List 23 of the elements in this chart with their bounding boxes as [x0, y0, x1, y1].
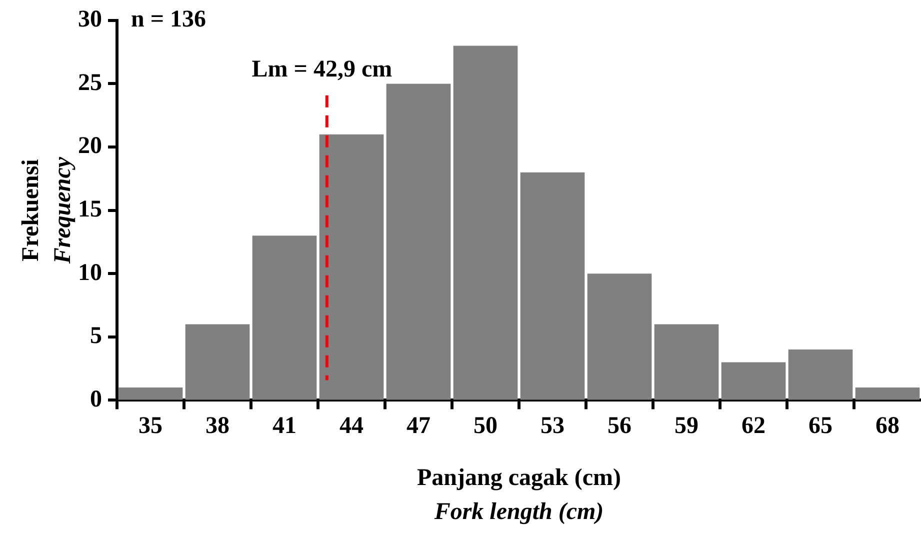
x-tick-label: 50: [474, 412, 498, 439]
y-tick-label: 0: [90, 386, 102, 412]
x-tick-label: 38: [206, 412, 230, 439]
x-axis-title: Panjang cagak (cm) Fork length (cm): [417, 465, 621, 526]
x-tick-label: 65: [808, 412, 832, 439]
x-tick-label: 41: [272, 412, 296, 439]
y-tick-label: 30: [78, 6, 102, 33]
x-tick-label: 44: [340, 412, 364, 439]
x-tick-label: 68: [876, 412, 900, 439]
y-tick-label: 15: [78, 196, 102, 223]
y-tick-label: 25: [78, 70, 102, 96]
y-tick-label: 5: [90, 323, 102, 350]
x-tick-label: 62: [742, 412, 766, 439]
x-tick-label: 56: [608, 412, 632, 439]
x-tick-label: 35: [138, 412, 162, 439]
ref-line-label: Lm = 42,9 cm: [252, 56, 392, 82]
x-tick-label: 59: [674, 412, 698, 439]
y-axis-title: Frekuensi Frequency: [18, 156, 76, 265]
y-tick-label: 20: [78, 133, 102, 160]
x-tick-label: 53: [540, 412, 564, 439]
y-tick-label: 10: [78, 260, 102, 286]
annotation: n = 136: [131, 6, 206, 33]
x-tick-label: 47: [406, 412, 430, 439]
